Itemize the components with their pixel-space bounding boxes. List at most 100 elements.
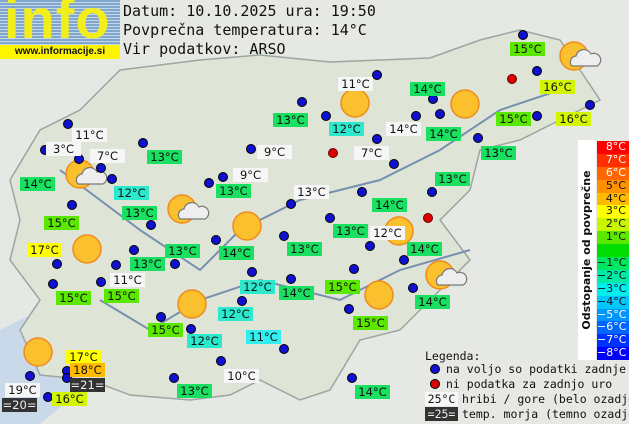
temperature-label: 11°C [110,273,145,287]
station-dot-blue[interactable] [111,260,121,270]
station-dot-blue[interactable] [389,159,399,169]
temperature-label: 16°C [52,392,87,406]
station-dot-blue[interactable] [96,163,106,173]
sun-icon [232,211,262,241]
station-dot-blue[interactable] [344,304,354,314]
station-dot-red[interactable] [328,148,338,158]
station-dot-blue[interactable] [297,97,307,107]
station-dot-blue[interactable] [399,255,409,265]
temperature-label: 13°C [147,150,182,164]
station-dot-blue[interactable] [321,111,331,121]
sun-cloud-icon [167,194,210,224]
station-dot-blue[interactable] [246,144,256,154]
temperature-label: 9°C [233,168,268,182]
legend-sea: =25= temp. morja (temno ozadje) [425,407,629,421]
legend-mountain-text: hribi / gore (belo ozadje) [462,392,629,406]
temperature-label: 13°C [481,146,516,160]
legend-missing-text: ni podatka za zadnjo uro [446,377,613,391]
temperature-label: 13°C [165,244,200,258]
logo: info [0,0,120,45]
station-dot-blue[interactable] [411,111,421,121]
station-dot-blue[interactable] [129,245,139,255]
station-dot-blue[interactable] [365,241,375,251]
station-dot-blue[interactable] [67,200,77,210]
station-dot-blue[interactable] [169,373,179,383]
temperature-label: 18°C [70,363,105,377]
station-dot-blue[interactable] [286,199,296,209]
scale-step: 3°C [597,205,629,219]
station-dot-blue[interactable] [138,138,148,148]
station-dot-blue[interactable] [349,264,359,274]
station-dot-blue[interactable] [518,30,528,40]
scale-step: −5°C [597,308,629,322]
scale-step: −7°C [597,333,629,348]
station-dot-blue[interactable] [211,235,221,245]
station-dot-blue[interactable] [48,279,58,289]
temperature-label: 13°C [216,184,251,198]
station-dot-blue[interactable] [279,231,289,241]
station-dot-blue[interactable] [532,66,542,76]
temperature-label: 14°C [372,198,407,212]
station-dot-blue[interactable] [107,174,117,184]
scale-step: 5°C [597,179,629,193]
temperature-label: 13°C [333,224,368,238]
station-dot-blue[interactable] [63,119,73,129]
temperature-label: 14°C [279,286,314,300]
scale-step: 2°C [597,217,629,232]
data-source: Vir podatkov: ARSO [123,40,286,58]
station-dot-blue[interactable] [427,187,437,197]
temperature-label: 13°C [130,257,165,271]
temperature-label: 9°C [257,145,292,159]
temperature-label: 12°C [240,280,275,294]
station-dot-blue[interactable] [170,259,180,269]
station-dot-blue[interactable] [325,213,335,223]
station-dot-blue[interactable] [216,356,226,366]
sun-cloud-icon [559,41,602,71]
station-dot-blue[interactable] [435,109,445,119]
deviation-scale: 8°C 7°C 6°C 5°C 4°C 3°C 2°C 1°C −1°C −2°C −3°C −4°C… [597,140,629,361]
station-dot-blue[interactable] [204,178,214,188]
scale-step: −8°C [597,346,629,361]
temperature-label: 15°C [496,112,531,126]
station-dot-blue[interactable] [218,172,228,182]
scale-step: 8°C [597,140,629,154]
legend-mountain: 25°C hribi / gore (belo ozadje) [425,392,629,406]
station-dot-red[interactable] [423,213,433,223]
station-dot-blue[interactable] [279,344,289,354]
station-dot-blue[interactable] [237,296,247,306]
station-dot-blue[interactable] [186,324,196,334]
sun-icon [450,89,480,119]
temperature-label: 14°C [407,242,442,256]
temperature-label: 12°C [187,334,222,348]
station-dot-blue[interactable] [357,187,367,197]
station-dot-blue[interactable] [347,373,357,383]
scale-step: −6°C [597,321,629,335]
site-url[interactable]: www.informacije.si [0,45,120,59]
station-dot-blue[interactable] [52,259,62,269]
station-dot-blue[interactable] [372,70,382,80]
scale-step: −4°C [597,295,629,309]
temperature-label: 12°C [114,186,149,200]
station-dot-blue[interactable] [247,267,257,277]
blue-dot-icon [430,364,440,374]
temperature-label: 11°C [246,330,281,344]
station-dot-blue[interactable] [372,134,382,144]
station-dot-blue[interactable] [532,111,542,121]
temperature-label: 15°C [148,323,183,337]
average-temperature: Povprečna temperatura: 14°C [123,21,367,39]
station-dot-blue[interactable] [25,371,35,381]
scale-step: −1°C [597,256,629,270]
station-dot-blue[interactable] [286,274,296,284]
station-dot-blue[interactable] [585,100,595,110]
station-dot-blue[interactable] [473,133,483,143]
station-dot-blue[interactable] [156,312,166,322]
temperature-label: 14°C [410,82,445,96]
station-dot-blue[interactable] [96,277,106,287]
station-dot-red[interactable] [507,74,517,84]
temperature-label: 7°C [354,146,389,160]
temperature-label: 10°C [224,369,259,383]
temperature-label: =20= [2,398,37,412]
station-dot-blue[interactable] [408,283,418,293]
station-dot-blue[interactable] [146,220,156,230]
